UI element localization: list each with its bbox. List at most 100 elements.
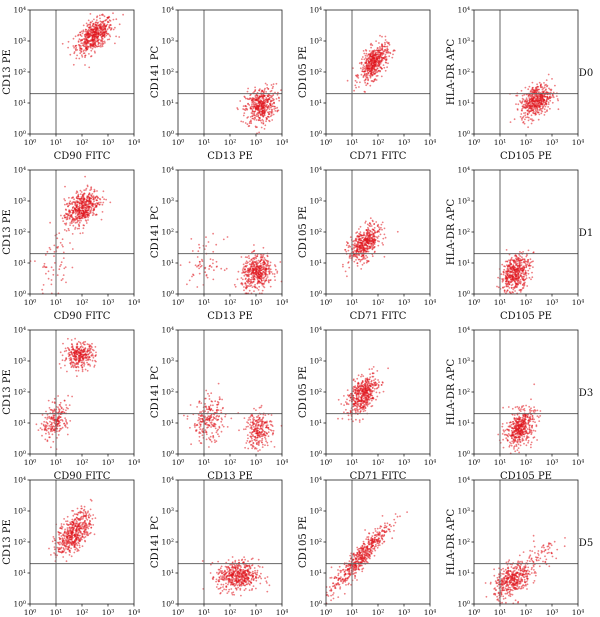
data-point: [260, 121, 263, 124]
data-point: [374, 235, 376, 238]
data-point: [224, 415, 227, 418]
data-point: [364, 220, 367, 223]
data-point: [220, 267, 223, 270]
data-point: [530, 122, 533, 125]
data-point: [81, 361, 84, 364]
data-point: [383, 255, 386, 258]
data-point: [199, 428, 202, 431]
data-point: [262, 268, 264, 271]
data-point: [45, 432, 47, 435]
data-point: [521, 256, 523, 259]
data-point: [86, 25, 89, 28]
data-point: [358, 244, 361, 247]
data-point: [80, 348, 83, 351]
data-point: [256, 104, 259, 107]
data-point: [84, 219, 87, 222]
data-point: [92, 37, 94, 40]
y-tick-label: 10¹: [161, 99, 174, 108]
data-point: [273, 108, 276, 110]
data-point: [258, 104, 261, 107]
data-point: [72, 224, 75, 227]
data-point: [83, 204, 86, 207]
data-point: [377, 70, 379, 73]
data-point: [81, 30, 83, 33]
data-point: [545, 100, 547, 103]
data-point: [84, 33, 87, 36]
data-point: [73, 46, 75, 49]
data-point: [104, 27, 106, 30]
data-point: [264, 258, 267, 261]
data-point: [97, 21, 100, 24]
data-point: [73, 52, 76, 55]
data-point: [81, 232, 84, 234]
data-point: [366, 82, 369, 85]
data-point: [276, 106, 279, 109]
data-point: [377, 235, 380, 238]
data-point: [59, 351, 62, 354]
data-point: [230, 417, 233, 420]
data-point: [68, 404, 71, 406]
data-point: [363, 248, 366, 251]
data-point: [118, 23, 121, 26]
data-point: [384, 45, 387, 48]
data-point: [533, 105, 536, 108]
data-point: [365, 84, 368, 87]
data-point: [355, 74, 357, 77]
data-point: [532, 99, 535, 102]
data-point: [376, 63, 379, 66]
data-point: [101, 45, 104, 48]
data-point: [254, 125, 257, 128]
data-point: [102, 190, 105, 193]
data-point: [256, 261, 258, 264]
data-point: [518, 253, 521, 256]
data-point: [356, 243, 359, 246]
data-point: [521, 116, 524, 119]
x-tick-label: 10⁴: [276, 298, 289, 307]
data-point: [547, 103, 550, 105]
y-axis-label: CD13 PE: [2, 369, 13, 415]
data-point: [388, 55, 391, 58]
data-point: [85, 38, 88, 41]
data-point: [52, 416, 54, 418]
data-point: [209, 258, 212, 261]
data-point: [74, 355, 77, 358]
data-point: [371, 44, 374, 47]
data-point: [59, 401, 62, 404]
data-point: [369, 84, 372, 87]
y-tick-label: 10³: [309, 197, 322, 206]
data-point: [384, 53, 387, 56]
data-point: [81, 54, 83, 57]
data-point: [79, 49, 81, 52]
data-point: [71, 352, 73, 355]
data-point: [103, 33, 106, 36]
data-point: [79, 39, 82, 41]
data-point: [542, 105, 545, 108]
data-point: [48, 433, 50, 435]
data-point: [384, 61, 387, 64]
data-point: [58, 363, 61, 365]
data-point: [246, 90, 249, 93]
data-point: [346, 275, 348, 278]
data-point: [45, 425, 47, 428]
data-point: [540, 86, 542, 88]
data-point: [67, 40, 70, 43]
data-point: [61, 426, 64, 429]
data-point: [96, 15, 99, 18]
data-point: [80, 47, 83, 50]
data-point: [76, 217, 79, 219]
data-point: [98, 203, 101, 206]
data-point: [358, 86, 360, 88]
data-point: [68, 196, 70, 199]
data-point: [270, 84, 273, 86]
y-tick-label: 10¹: [309, 259, 322, 268]
data-point: [83, 49, 86, 51]
data-point: [50, 446, 52, 449]
data-point: [348, 255, 351, 258]
data-point: [87, 213, 90, 216]
data-point: [91, 353, 94, 355]
x-tick-label: 10²: [76, 138, 89, 147]
data-point: [99, 44, 102, 47]
data-point: [516, 264, 519, 267]
data-point: [532, 91, 535, 93]
data-point: [99, 198, 102, 201]
